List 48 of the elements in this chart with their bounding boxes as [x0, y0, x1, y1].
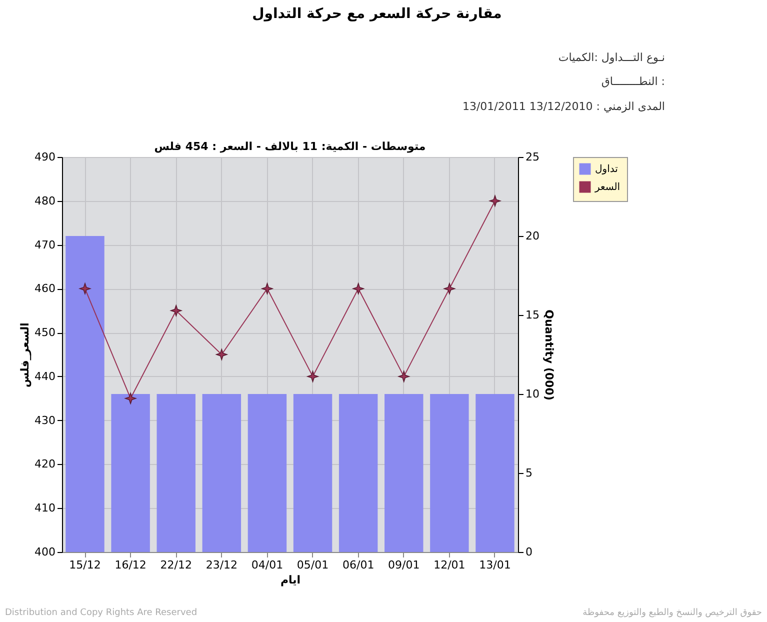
- y-tick-label: 420: [34, 458, 56, 471]
- x-tick-label: 04/01: [251, 558, 284, 572]
- chart-title: مقارنة حركة السعر مع حركة التداول: [252, 6, 502, 22]
- x-tick-label: 15/12: [69, 558, 101, 572]
- y2-tick-label: 25: [526, 150, 540, 164]
- y-tick-label: 440: [34, 370, 56, 383]
- chart-subtitle: متوسطات - الكمية: 11 بالالف - السعر : 454 فلس: [154, 140, 426, 153]
- text: النطــــــــاق :: [601, 75, 665, 88]
- point: [124, 392, 136, 404]
- y2-tick-label: 10: [526, 388, 540, 400]
- point: [444, 283, 456, 294]
- text: نـوع التـــداول :الكميات: [558, 51, 665, 64]
- point: [489, 195, 501, 207]
- x-tick-label: 22/12: [160, 558, 192, 572]
- x-axis-title: ايام: [280, 574, 301, 586]
- legend-label: السعر: [594, 182, 620, 193]
- y2-tick-label: 0: [526, 546, 532, 558]
- y2-tick-label: 5: [526, 466, 532, 480]
- point: [216, 348, 228, 360]
- y2-tick-label: 20: [526, 230, 540, 242]
- point: [170, 304, 182, 316]
- x-tick-label: 12/01: [434, 558, 466, 572]
- y-tick-label: 490: [34, 150, 56, 164]
- y-tick-label: 480: [34, 194, 56, 208]
- point: [262, 283, 273, 294]
- y2-tick-label: 15: [526, 308, 540, 322]
- x-tick-label: 23/12: [206, 558, 238, 572]
- x-tick-label: 13/01: [479, 558, 511, 572]
- point: [79, 283, 91, 294]
- y-tick-label: 400: [34, 546, 56, 558]
- x-tick-label: 16/12: [114, 558, 146, 572]
- x-tick-label: 06/01: [342, 558, 374, 572]
- y-tick-label: 410: [34, 502, 56, 515]
- point: [352, 283, 364, 294]
- x-tick-label: 05/01: [296, 558, 329, 572]
- point: [398, 370, 410, 382]
- y-tick-label: 450: [34, 326, 56, 340]
- text: Distribution and Copy Rights Are Reserved: [5, 608, 198, 618]
- y-tick-label: 430: [34, 414, 56, 427]
- text: المدى الزمني : 13/12/2010 13/01/2011: [462, 100, 665, 113]
- text: حقوق الترخيص والنسخ والطبع والتوزيع محفوظة: [582, 608, 762, 618]
- y-tick-label: 460: [34, 282, 56, 296]
- x-tick-label: 09/01: [388, 558, 420, 572]
- y-tick-label: 470: [34, 238, 56, 252]
- y2-axis-title: Quantity (000): [542, 310, 556, 400]
- y-axis-title: السعر_فلس: [18, 322, 32, 388]
- point: [307, 370, 318, 382]
- legend-label: تداول: [595, 164, 618, 175]
